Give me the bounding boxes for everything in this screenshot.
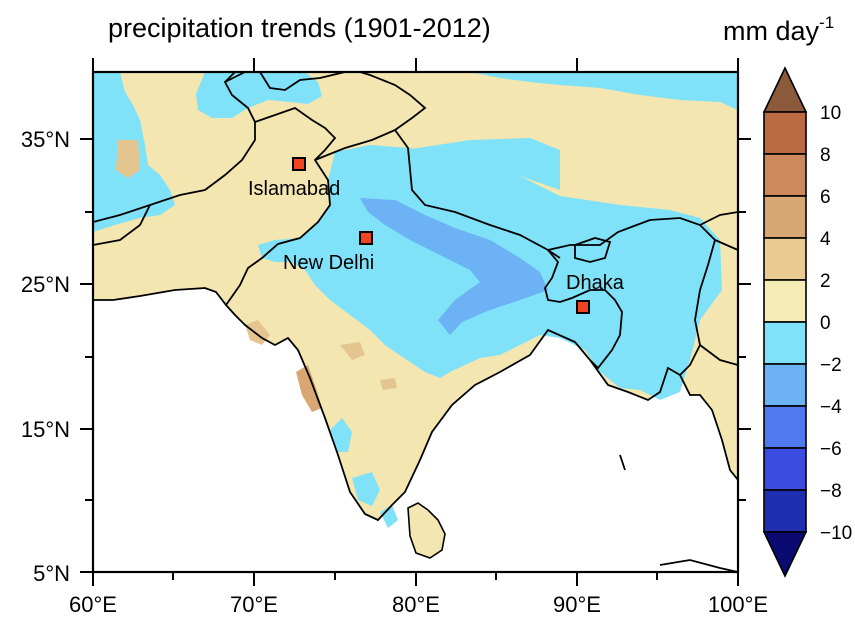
dry-region-eastern — [470, 72, 738, 110]
lat-label-35: 35°N — [21, 127, 70, 152]
colorbar-label: 6 — [820, 187, 831, 208]
marker-islamabad — [292, 157, 306, 171]
city-markers — [292, 157, 590, 314]
country-borders — [93, 72, 738, 572]
colorbar-label: −8 — [820, 481, 842, 502]
colorbar-segment — [763, 321, 807, 365]
colorbar-segment — [763, 195, 807, 239]
lon-label-60: 60°E — [69, 592, 117, 617]
units-label: mm day-1 — [723, 13, 834, 46]
axis-ticks — [80, 58, 751, 586]
colorbar-segment — [763, 237, 807, 281]
colorbar-label: 8 — [820, 145, 831, 166]
colorbar-label: 0 — [820, 313, 831, 334]
wet-patch-1 — [116, 140, 140, 178]
wet-patch-3 — [296, 365, 322, 412]
colorbar-segment — [763, 447, 807, 491]
colorbar-segment — [763, 363, 807, 407]
wet-patch-4 — [340, 342, 397, 390]
dry-region-pamirs — [196, 72, 322, 118]
city-label-islamabad: Islamabad — [248, 178, 340, 200]
colorbar-label: −6 — [820, 439, 842, 460]
units-text: mm day — [723, 16, 820, 46]
lat-label-5: 5°N — [33, 561, 70, 586]
colorbar-label: 4 — [820, 229, 831, 250]
dry-region-tibet — [405, 138, 560, 190]
lon-label-90: 90°E — [553, 592, 601, 617]
colorbar-label: 10 — [820, 103, 841, 124]
marker-dhaka — [576, 300, 590, 314]
colorbar-segment — [763, 279, 807, 323]
colorbar-segment — [763, 405, 807, 449]
sri-lanka — [407, 502, 446, 559]
lon-label-70: 70°E — [230, 592, 278, 617]
colorbar-label: −10 — [820, 523, 852, 544]
dry-region-south — [330, 418, 398, 528]
colorbar-arrow-top — [762, 66, 808, 113]
city-label-dhaka: Dhaka — [566, 272, 625, 294]
colorbar-segment — [763, 489, 807, 533]
marker-new-delhi — [359, 231, 373, 245]
colorbar-label: −2 — [820, 355, 842, 376]
lat-label-15: 15°N — [21, 417, 70, 442]
city-label-new-delhi: New Delhi — [283, 252, 374, 274]
colorbar-label: 2 — [820, 271, 831, 292]
dry-medium-band — [360, 198, 548, 335]
colorbar-arrow-bottom — [762, 531, 808, 578]
colorbar-label: −4 — [820, 397, 842, 418]
units-exponent: -1 — [819, 13, 834, 32]
lat-label-25: 25°N — [21, 272, 70, 297]
colorbar: 10 8 6 4 2 0 −2 −4 −6 −8 −10 — [762, 66, 852, 578]
lon-label-80: 80°E — [392, 592, 440, 617]
colorbar-segment — [763, 111, 807, 155]
map-title: precipitation trends (1901-2012) — [108, 13, 491, 43]
lon-label-100: 100°E — [708, 592, 768, 617]
map-area: Islamabad New Delhi Dhaka — [93, 72, 738, 572]
colorbar-segment — [763, 153, 807, 197]
